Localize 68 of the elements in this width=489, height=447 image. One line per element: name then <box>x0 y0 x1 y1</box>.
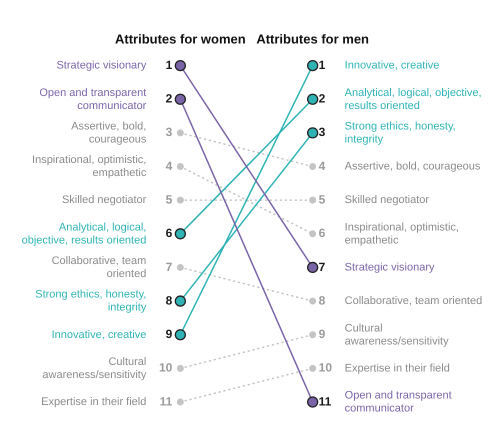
text: Cultural awareness/sensitivity <box>42 356 146 381</box>
point <box>309 331 316 338</box>
text: Strong ethics, honesty, integrity <box>35 288 146 314</box>
y2-tick-label: 5 <box>318 192 326 206</box>
text: Inspirational, optimistic, empathetic <box>344 221 459 246</box>
text: Skilled negotiator <box>62 194 146 206</box>
point <box>309 364 316 372</box>
point <box>309 298 316 305</box>
text: Strategic visionary <box>344 261 436 274</box>
text: Strategic visionary <box>56 60 146 72</box>
y2-tick-label: 6 <box>318 226 326 240</box>
point <box>176 129 184 136</box>
y2-tick-label: 10 <box>318 360 332 375</box>
point <box>174 94 186 105</box>
point <box>307 60 318 72</box>
y-tick-label: 7 <box>166 260 173 274</box>
text: Expertise in their field <box>41 396 146 408</box>
point <box>176 264 184 271</box>
text: Strong ethics, honesty, integrity <box>344 120 456 146</box>
y-tick-label: 9 <box>166 327 173 342</box>
text: Open and transparent communicator <box>39 86 146 112</box>
text: Cultural awareness/sensitivity <box>344 322 450 348</box>
text: Assertive, bold, courageous <box>344 160 481 173</box>
point <box>307 94 318 105</box>
y-tick-label: 10 <box>158 360 173 375</box>
y-tick-label: 1 <box>166 58 173 72</box>
point <box>176 163 184 170</box>
y-tick-label: 3 <box>166 125 173 140</box>
x-tick-label: Attributes for women <box>114 31 246 46</box>
point <box>309 163 316 170</box>
point <box>307 262 318 274</box>
y2-tick-label: 8 <box>318 293 326 308</box>
text: Analytical, logical, objective, results oriented <box>22 221 146 246</box>
y-tick-label: 6 <box>166 226 173 240</box>
text: Analytical, logical, objective, results oriented <box>344 86 482 112</box>
text: Inspirational, optimistic, empathetic <box>32 154 146 180</box>
y-tick-label: 8 <box>166 293 173 308</box>
y2-tick-label: 7 <box>318 260 326 274</box>
y2-tick-label: 11 <box>318 394 332 408</box>
point <box>307 127 318 139</box>
y-tick-label: 4 <box>166 158 173 173</box>
y2-tick-label: 1 <box>318 58 326 72</box>
y2-tick-label: 9 <box>318 327 326 342</box>
text: Innovative, creative <box>52 328 146 341</box>
y2-tick-label: 4 <box>318 158 326 173</box>
y-tick-label: 5 <box>166 192 173 206</box>
point <box>176 364 184 372</box>
text: Innovative, creative <box>344 60 440 72</box>
point <box>309 230 316 238</box>
point <box>174 60 186 72</box>
text: Collaborative, team oriented <box>344 295 482 308</box>
text: Open and transparent communicator <box>344 390 452 415</box>
point <box>309 196 316 204</box>
point <box>174 329 186 340</box>
point <box>176 398 184 406</box>
text: Skilled negotiator <box>344 194 430 206</box>
x-tick-label: Attributes for men <box>256 31 370 46</box>
point <box>174 295 186 307</box>
y2-tick-label: 2 <box>318 92 326 106</box>
y-tick-label: 11 <box>160 394 173 408</box>
y2-tick-label: 3 <box>318 125 326 140</box>
text: Expertise in their field <box>344 362 450 374</box>
point <box>176 196 184 204</box>
text: Assertive, bold, courageous <box>71 120 146 146</box>
y-tick-label: 2 <box>166 92 173 106</box>
text: Collaborative, team oriented <box>52 254 146 280</box>
point <box>307 396 318 408</box>
point <box>174 228 186 240</box>
